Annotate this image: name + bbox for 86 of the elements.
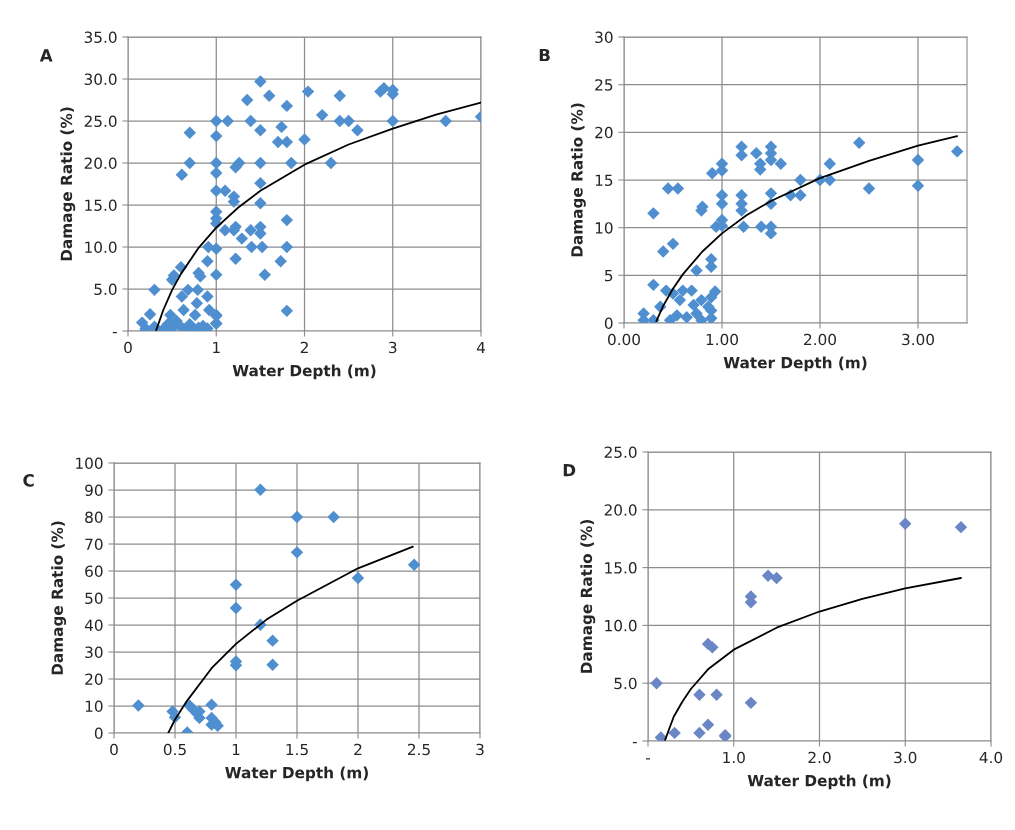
y-tick-label: 30.0 [84, 73, 117, 86]
y-tick-label: 35.0 [84, 31, 117, 44]
point [229, 578, 243, 591]
x-tick-label: 4.0 [979, 751, 1003, 764]
y-tick-label: 40 [84, 619, 103, 632]
point [650, 676, 663, 690]
y-axis-title: Damage Ratio (%) [570, 103, 586, 257]
x-tick-label: 1.0 [723, 751, 745, 764]
y-tick-label: 15.0 [605, 562, 637, 574]
point [132, 699, 145, 712]
y-tick-label: 10 [85, 700, 103, 713]
point [654, 731, 668, 741]
x-tick-label: 1 [232, 743, 240, 756]
line-series [167, 545, 414, 733]
x-tick-label: 1.5 [286, 743, 308, 756]
y-tick-label: 90 [85, 484, 103, 497]
x-tick-label: 2.0 [808, 751, 831, 764]
point [770, 571, 783, 585]
point [744, 696, 758, 710]
x-axis-title: Water Depth (m) [225, 766, 368, 782]
y-tick-label: 50 [85, 592, 103, 605]
x-tick-label: 1 [213, 341, 220, 354]
point [266, 658, 279, 671]
y-tick-label: 20 [85, 673, 103, 686]
x-tick-label: 2.5 [407, 743, 430, 756]
y-axis-title: Damage Ratio (%) [51, 521, 67, 675]
y-tick-label: 10 [595, 222, 613, 234]
point [327, 510, 340, 524]
y-tick-label: 5.0 [614, 677, 637, 690]
y-tick-label: 80 [85, 511, 103, 524]
x-tick-label: 1.00 [706, 333, 738, 346]
x-axis-title: Water Depth (m) [747, 774, 891, 790]
point [290, 546, 304, 559]
point [254, 483, 267, 496]
point [266, 634, 279, 647]
y-tick-label: 60 [85, 565, 103, 578]
point [290, 510, 304, 524]
point [899, 517, 912, 530]
y-tick-label: 25.0 [604, 446, 637, 459]
point [668, 726, 681, 740]
y-tick-label: 25 [595, 79, 613, 91]
x-tick-label: 0 [124, 341, 132, 354]
x-tick-label: 3 [389, 341, 397, 354]
y-tick-label: 0 [604, 317, 613, 330]
point [701, 718, 715, 732]
text: D [563, 464, 576, 477]
x-tick-label: 3.0 [894, 751, 917, 764]
y-tick-label: 10.0 [605, 619, 637, 632]
y-tick-label: 20 [595, 126, 613, 139]
y-tick-label: 30 [85, 646, 103, 659]
point [229, 601, 243, 615]
y-axis-title: Damage Ratio (%) [580, 520, 596, 673]
x-tick-label: 2.00 [804, 333, 836, 346]
x-tick-label: 0.5 [163, 743, 186, 756]
y-tick-label: 30 [595, 31, 613, 44]
x-tick-label: 3.00 [902, 333, 934, 346]
point [710, 688, 723, 701]
y-tick-label: 15.0 [85, 199, 117, 212]
x-tick-label: 2 [354, 743, 362, 756]
y-tick-label: 20.0 [84, 157, 117, 170]
point [693, 726, 706, 740]
y-tick-label: 15 [595, 174, 613, 187]
point [954, 520, 968, 534]
y-axis-title: Damage Ratio (%) [60, 107, 76, 261]
y-tick-label: 5 [605, 270, 613, 282]
text: C [23, 474, 34, 487]
x-tick-label: 0.00 [608, 333, 640, 346]
y-tick-label: 5.0 [94, 283, 117, 296]
y-tick-label: 20.0 [604, 504, 637, 516]
x-axis-title: Water Depth (m) [723, 356, 867, 372]
point [205, 698, 218, 711]
y-tick-label: 70 [85, 538, 103, 551]
y-tick-label: 10.0 [85, 241, 117, 254]
x-tick-label: 2 [300, 341, 308, 354]
y-tick-label: 25.0 [84, 115, 117, 128]
point [407, 558, 421, 571]
text: A [39, 49, 53, 62]
x-tick-label: 4 [476, 341, 485, 354]
x-axis-title: Water Depth (m) [232, 364, 376, 380]
y-tick-label: 0 [94, 727, 103, 740]
y-tick-label: 100 [76, 457, 103, 470]
point [761, 569, 775, 582]
point [351, 571, 365, 585]
x-tick-label: 3 [476, 743, 484, 756]
point [693, 688, 706, 701]
text: B [539, 48, 550, 62]
